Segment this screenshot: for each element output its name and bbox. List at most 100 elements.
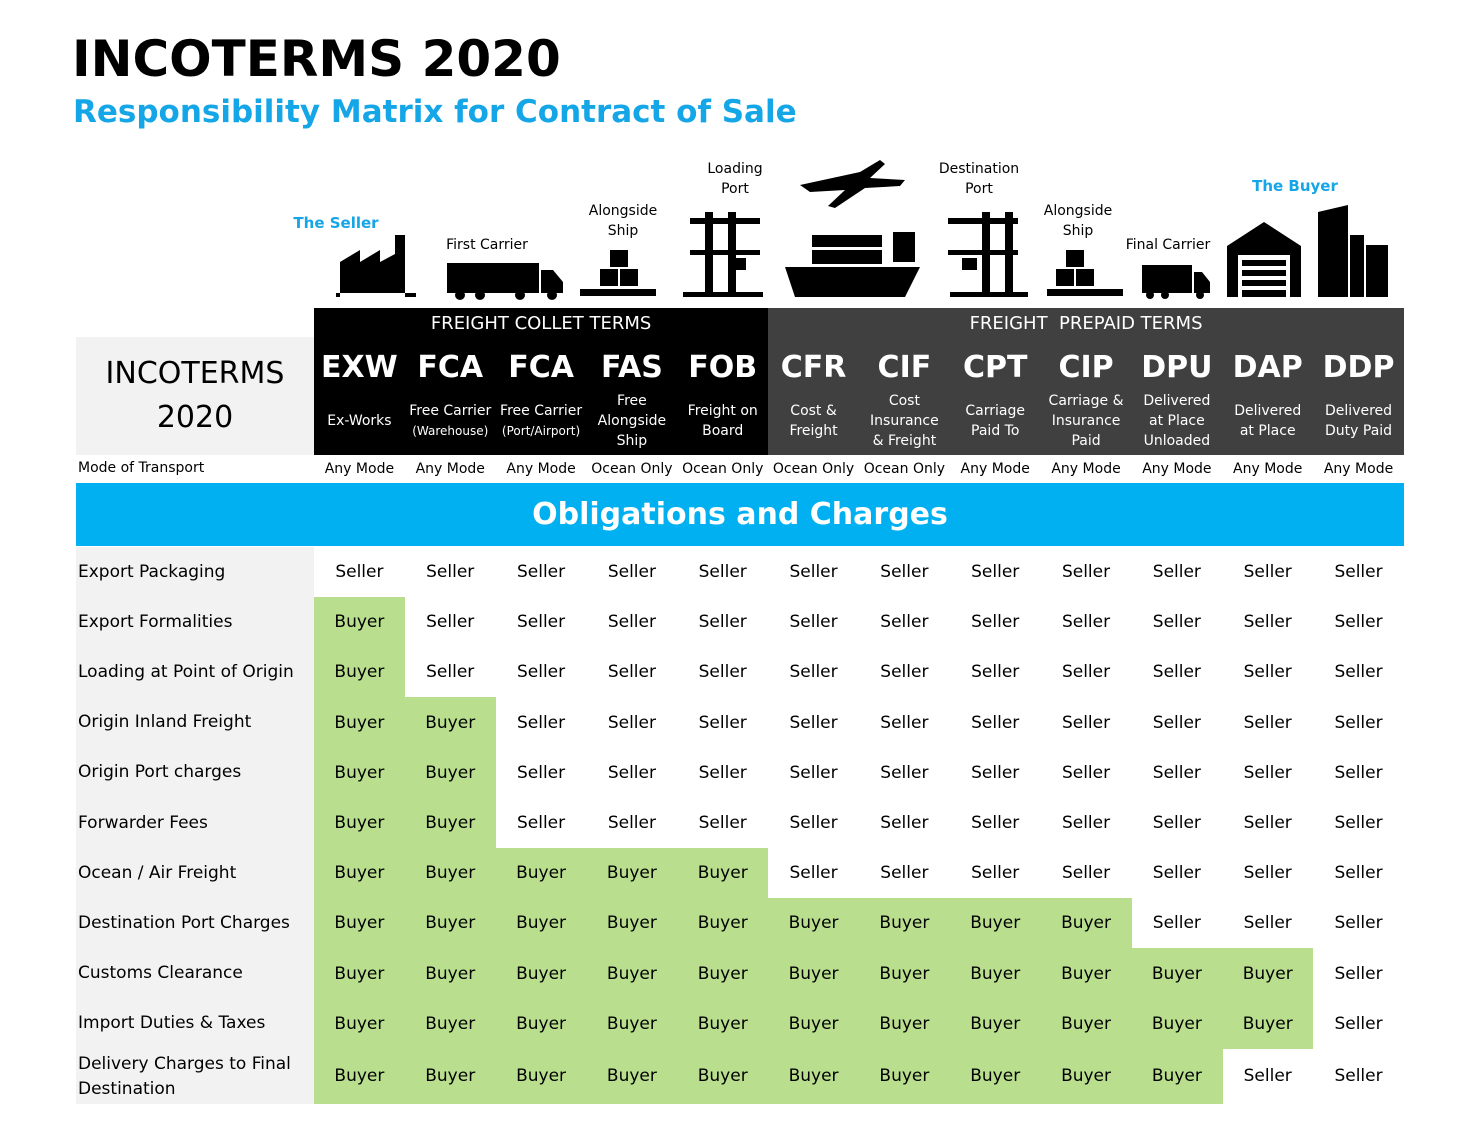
cargo-icon: [1047, 250, 1123, 296]
term-description: Cost &: [790, 403, 837, 419]
cell: Seller: [607, 562, 656, 583]
cell: Seller: [698, 562, 747, 583]
factory-icon: [336, 235, 416, 297]
cell: Seller: [1152, 562, 1201, 583]
cell: Seller: [607, 662, 656, 683]
cell: Seller: [698, 712, 747, 733]
cell: Buyer: [495, 847, 587, 899]
cell: Seller: [1243, 562, 1292, 583]
cell: Seller: [789, 863, 838, 884]
term-description: Duty Paid: [1325, 423, 1393, 439]
cell: Seller: [1152, 863, 1201, 884]
cell: Seller: [1152, 712, 1201, 733]
icons: [336, 160, 1388, 300]
row-label: Origin Port charges: [78, 762, 242, 783]
icon-label: First Carrier: [446, 237, 528, 253]
term-description: Ship: [616, 433, 648, 449]
cell: Buyer: [404, 847, 496, 899]
term-description: Ex-Works: [327, 413, 392, 429]
cell: Seller: [971, 813, 1020, 834]
row-label: Origin Inland Freight: [78, 712, 252, 733]
row-label: Delivery Charges to Final Destination: [78, 1053, 291, 1099]
cell: Seller: [1334, 963, 1383, 984]
cell: Seller: [1243, 712, 1292, 733]
term-mode: Ocean Only: [772, 461, 855, 477]
cell: Seller: [789, 712, 838, 733]
term-code: FAS: [600, 349, 663, 385]
building-icon: [1318, 205, 1388, 297]
term-description: Paid: [1071, 433, 1101, 449]
cell: Seller: [1334, 562, 1383, 583]
cell: Buyer: [404, 1048, 496, 1105]
cell: Buyer: [767, 1048, 860, 1105]
group-label: FREIGHT PREPAID TERMS: [969, 312, 1203, 334]
cell: Buyer: [1222, 948, 1314, 1000]
cell: Seller: [1334, 913, 1383, 934]
cell: Seller: [971, 863, 1020, 884]
row-label: Ocean / Air Freight: [78, 862, 237, 883]
term-code: CFR: [780, 349, 847, 385]
cell: Buyer: [404, 898, 496, 949]
cell: Seller: [1061, 762, 1111, 783]
cell: Seller: [698, 762, 747, 783]
icon-label: The Seller: [293, 214, 379, 232]
cell: Buyer: [313, 1048, 406, 1105]
cell: Seller: [607, 762, 656, 783]
cell: Buyer: [586, 1048, 678, 1105]
cell: Seller: [789, 762, 838, 783]
cell: Seller: [1152, 762, 1201, 783]
corner-cell: [76, 337, 314, 455]
term-description: Delivered: [1234, 403, 1302, 419]
cell: Seller: [1334, 762, 1383, 783]
cell: Buyer: [404, 747, 496, 799]
cell: Seller: [1061, 612, 1111, 633]
cell: Buyer: [586, 847, 678, 899]
cell: Seller: [880, 762, 929, 783]
cell: Buyer: [1131, 1048, 1223, 1105]
term-mode: Any Mode: [1323, 461, 1394, 477]
icon-label: Port: [721, 181, 749, 197]
cell: Buyer: [495, 948, 587, 1000]
cell: Seller: [607, 712, 656, 733]
cell: Seller: [1061, 863, 1111, 884]
term-mode: Ocean Only: [591, 461, 673, 477]
cell: Buyer: [677, 1048, 769, 1105]
cell: Buyer: [1131, 998, 1223, 1050]
icon-label: Final Carrier: [1125, 237, 1211, 253]
cell: Seller: [1243, 662, 1292, 683]
crane-icon: [948, 212, 1028, 297]
term-description: Insurance: [870, 413, 939, 429]
truck-icon: [1142, 265, 1210, 299]
term-mode: Any Mode: [324, 461, 395, 477]
section-banner: [76, 483, 1404, 546]
icon-label: Ship: [607, 223, 639, 239]
cell: Seller: [1061, 712, 1111, 733]
term-code: FOB: [688, 349, 758, 385]
cell: Buyer: [313, 596, 406, 648]
row-label: Loading at Point of Origin: [78, 661, 294, 682]
row-label: Export Formalities: [78, 611, 233, 632]
section-title: Obligations and Charges: [532, 497, 948, 532]
cell: Seller: [789, 813, 838, 834]
cell: Seller: [698, 813, 747, 834]
cell: Buyer: [495, 998, 587, 1050]
cell: Seller: [426, 662, 475, 683]
cell: Seller: [1061, 813, 1111, 834]
term-description: Delivered: [1143, 393, 1211, 409]
cell: Seller: [1334, 612, 1383, 633]
cell: Seller: [880, 863, 929, 884]
term-description: (Port/Airport): [501, 424, 581, 438]
cell: Seller: [1152, 913, 1201, 934]
term-code: DPU: [1141, 349, 1213, 385]
cell: Buyer: [858, 998, 951, 1050]
cell: Buyer: [1040, 1048, 1132, 1105]
cell: Seller: [789, 562, 838, 583]
term-code: CPT: [962, 349, 1028, 385]
icon-label: Loading: [707, 161, 763, 177]
truck-icon: [447, 263, 563, 300]
term-code: FCA: [417, 349, 484, 385]
cell: Buyer: [1040, 898, 1132, 949]
cell: Buyer: [313, 647, 406, 698]
mode-label: Mode of Transport: [78, 460, 205, 476]
